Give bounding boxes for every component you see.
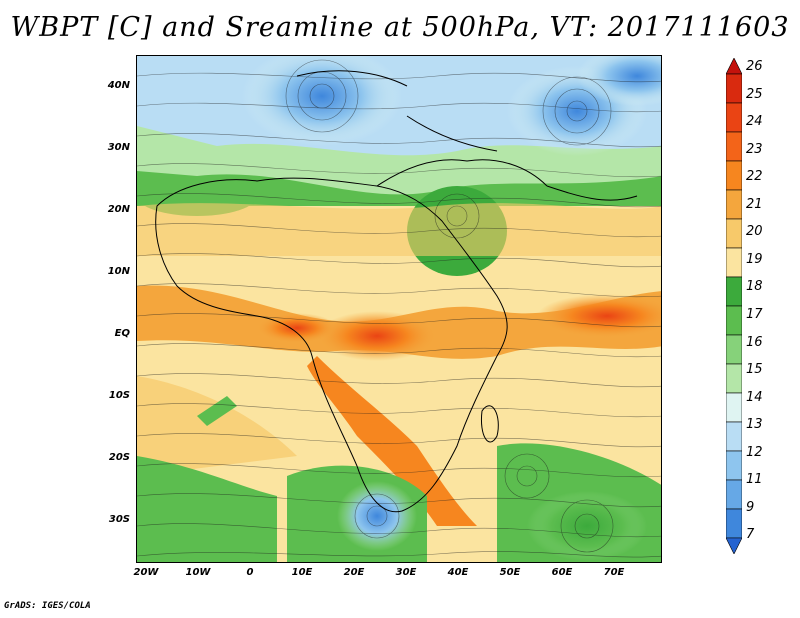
y-tick-label: 30S <box>108 514 130 525</box>
colorbar-segment <box>726 508 742 539</box>
colorbar-segment <box>726 131 742 162</box>
colorbar-label: 16 <box>746 334 763 350</box>
y-tick-label: 40N <box>107 80 130 91</box>
colorbar-segment <box>726 392 742 423</box>
colorbar-label: 7 <box>746 527 755 543</box>
x-tick-label: 70E <box>603 567 625 578</box>
y-tick-label: EQ <box>114 328 130 339</box>
colorbar-label: 12 <box>746 444 763 460</box>
y-tick-label: 10S <box>108 390 130 401</box>
x-tick-label: 60E <box>551 567 573 578</box>
colorbar-segment <box>726 160 742 191</box>
y-tick-label: 20S <box>108 452 130 463</box>
colorbar-segment <box>726 334 742 365</box>
colorbar-label: 26 <box>746 59 763 74</box>
colorbar-label: 11 <box>746 472 763 488</box>
y-tick-label: 20N <box>107 204 130 215</box>
colorbar-segment <box>726 73 742 104</box>
colorbar-label: 25 <box>746 86 763 102</box>
colorbar-segment <box>726 218 742 249</box>
wbpt-field-map <box>137 56 661 562</box>
colorbar-label: 15 <box>746 362 763 378</box>
colorbar-label: 19 <box>746 251 763 267</box>
colorbar-label: 18 <box>746 279 763 295</box>
colorbar-label: 23 <box>746 141 763 157</box>
x-tick-label: 10W <box>185 567 211 578</box>
colorbar-top-arrow <box>726 58 742 75</box>
colorbar-segment <box>726 276 742 307</box>
colorbar <box>726 58 742 554</box>
colorbar-segment <box>726 450 742 481</box>
x-tick-label: 10E <box>291 567 313 578</box>
colorbar-label: 17 <box>746 307 763 322</box>
x-tick-label: 20W <box>133 567 159 578</box>
colorbar-label: 9 <box>746 499 755 515</box>
x-tick-label: 40E <box>447 567 469 578</box>
colorbar-label: 24 <box>746 114 763 130</box>
colorbar-bottom-arrow <box>726 537 742 554</box>
colorbar-label: 20 <box>746 224 763 240</box>
y-tick-label: 10N <box>107 266 130 277</box>
x-tick-label: 20E <box>343 567 365 578</box>
x-tick-label: 0 <box>246 567 254 578</box>
y-tick-label: 30N <box>107 142 130 153</box>
colorbar-segment <box>726 102 742 133</box>
colorbar-segment <box>726 479 742 510</box>
credit-text: GrADS: IGES/COLA <box>4 601 91 611</box>
chart-title: WBPT [C] and Sreamline at 500hPa, VT: 20… <box>10 12 790 43</box>
colorbar-segment <box>726 247 742 278</box>
colorbar-label: 21 <box>746 196 763 212</box>
colorbar-label: 22 <box>746 169 763 185</box>
x-tick-label: 30E <box>395 567 417 578</box>
x-tick-label: 50E <box>499 567 521 578</box>
colorbar-label: 14 <box>746 389 763 405</box>
colorbar-segment <box>726 363 742 394</box>
colorbar-segment <box>726 305 742 336</box>
colorbar-label: 13 <box>746 417 763 433</box>
colorbar-segment <box>726 189 742 220</box>
map-panel <box>136 55 662 563</box>
colorbar-segment <box>726 421 742 452</box>
